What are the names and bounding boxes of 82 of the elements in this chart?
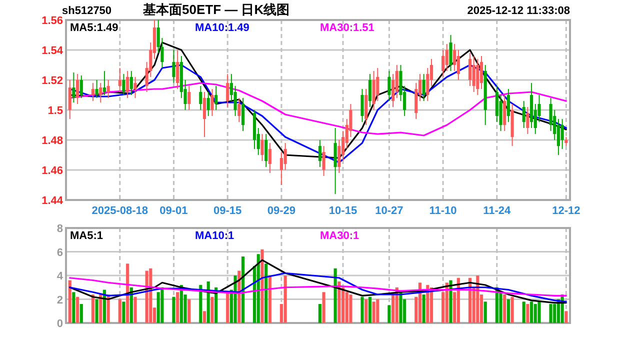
bar xyxy=(80,304,83,323)
x-tick-label: 09-29 xyxy=(267,205,296,217)
bar xyxy=(202,311,206,323)
bar xyxy=(68,280,72,323)
bar xyxy=(376,299,380,323)
bar xyxy=(226,293,230,323)
y-tick-label: 0 xyxy=(56,318,63,330)
text: MA30:1.51 xyxy=(320,22,374,34)
bar xyxy=(564,311,568,323)
y-tick-label: 6 xyxy=(56,246,63,259)
bar xyxy=(260,249,264,323)
bar xyxy=(72,292,76,323)
bar xyxy=(95,299,98,323)
y-tick-label: 8 xyxy=(56,223,63,235)
y-tick-label: 1.48 xyxy=(42,135,63,147)
bar xyxy=(199,285,202,323)
bar xyxy=(522,302,526,323)
bar xyxy=(172,296,176,323)
bar xyxy=(510,296,514,323)
bar xyxy=(364,299,368,323)
bar xyxy=(122,302,126,323)
bar xyxy=(368,296,372,323)
bar xyxy=(530,302,534,323)
bar xyxy=(449,280,452,323)
x-tick-label: 11-10 xyxy=(429,205,457,217)
bar xyxy=(322,292,326,323)
text: MA10:1 xyxy=(195,230,234,242)
text: 2025-12-12 11:33:08 xyxy=(467,5,570,17)
line-series xyxy=(69,272,567,302)
bar xyxy=(268,276,272,323)
bar xyxy=(76,296,80,323)
bar xyxy=(372,302,376,323)
bar xyxy=(538,302,541,323)
y-tick-label: 4 xyxy=(56,270,64,282)
bar xyxy=(318,304,322,323)
bar xyxy=(160,287,164,323)
x-tick-label: 2025-08-18 xyxy=(92,205,148,217)
bar xyxy=(484,302,487,323)
y-tick-label: 2 xyxy=(56,294,63,306)
line-series xyxy=(69,277,567,296)
bar xyxy=(360,296,364,323)
bar xyxy=(549,304,552,323)
bar xyxy=(388,305,391,323)
text: sh512750 xyxy=(62,5,112,17)
bar xyxy=(118,299,122,323)
y-tick-label: 1.46 xyxy=(42,165,63,177)
line-series xyxy=(69,82,567,136)
bar xyxy=(445,282,448,323)
y-tick-label: 1.56 xyxy=(42,15,63,27)
text: MA10:1.49 xyxy=(195,22,250,34)
text: MA5:1 xyxy=(70,230,104,242)
y-tick-label: 1.54 xyxy=(42,45,64,57)
bar xyxy=(526,304,530,323)
bar xyxy=(422,294,426,323)
bar xyxy=(176,292,180,323)
text: MA30:1 xyxy=(320,230,360,242)
x-tick-label: 11-24 xyxy=(483,205,512,217)
x-tick-label: 09-15 xyxy=(214,205,242,217)
text: MA5:1.49 xyxy=(70,22,118,34)
x-tick-label: 09-01 xyxy=(160,205,188,217)
bar xyxy=(503,294,506,323)
x-tick-label: 10-15 xyxy=(328,205,358,217)
bar xyxy=(338,281,341,323)
y-tick-label: 1.52 xyxy=(42,75,63,87)
chart-title: 基本面50ETF — 日K线图 xyxy=(142,2,290,17)
bar xyxy=(534,304,537,323)
bar xyxy=(256,254,260,323)
x-tick-label: 12-12 xyxy=(552,205,580,217)
bar xyxy=(506,299,510,323)
bar xyxy=(134,296,137,323)
line-series xyxy=(69,259,567,304)
bar xyxy=(188,299,191,323)
bar xyxy=(399,292,402,323)
bar xyxy=(264,264,268,323)
bar xyxy=(349,294,352,323)
x-tick-label: 10-27 xyxy=(375,205,404,217)
bar xyxy=(91,294,94,323)
bar xyxy=(126,264,130,323)
bar xyxy=(210,296,214,323)
bar xyxy=(284,276,287,323)
y-tick-label: 1.44 xyxy=(42,195,64,207)
y-tick-label: 1.5 xyxy=(48,105,63,117)
